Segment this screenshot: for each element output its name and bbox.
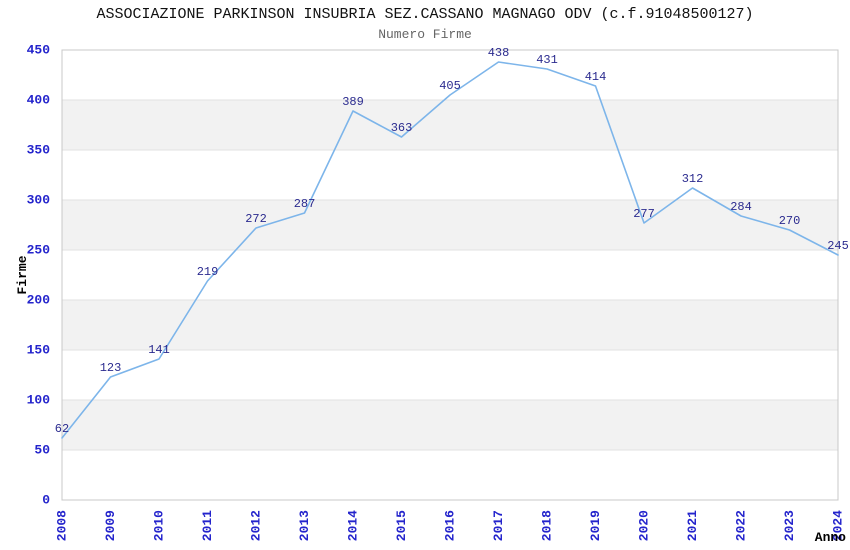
plot-band <box>62 150 838 200</box>
x-tick-label: 2016 <box>443 510 458 541</box>
x-tick-label: 2010 <box>152 510 167 541</box>
x-tick-label: 2017 <box>491 510 506 541</box>
x-axis-title: Anno <box>815 530 846 545</box>
point-label: 219 <box>197 265 219 279</box>
x-tick-label: 2019 <box>588 510 603 541</box>
plot-band <box>62 450 838 500</box>
point-label: 389 <box>342 95 364 109</box>
y-tick-label: 450 <box>27 43 51 58</box>
y-tick-label: 200 <box>27 293 51 308</box>
chart-subtitle: Numero Firme <box>378 27 472 42</box>
y-tick-label: 50 <box>34 443 50 458</box>
x-tick-label: 2012 <box>249 510 264 541</box>
point-label: 272 <box>245 212 267 226</box>
x-tick-label: 2024 <box>831 510 846 541</box>
y-tick-label: 100 <box>27 393 51 408</box>
plot-band <box>62 100 838 150</box>
point-label: 312 <box>682 172 704 186</box>
point-label: 277 <box>633 207 655 221</box>
data-line <box>61 61 839 439</box>
point-label: 141 <box>148 343 170 357</box>
point-label: 245 <box>827 239 849 253</box>
plot-band <box>62 300 838 350</box>
x-tick-label: 2011 <box>200 510 215 541</box>
y-tick-label: 400 <box>27 93 51 108</box>
y-tick-label: 0 <box>42 493 50 508</box>
plot-band <box>62 50 838 100</box>
y-tick-label: 300 <box>27 193 51 208</box>
plot-band <box>62 350 838 400</box>
x-tick-label: 2008 <box>55 510 70 541</box>
point-label: 284 <box>730 200 752 214</box>
point-label: 270 <box>779 214 801 228</box>
plot-band <box>62 400 838 450</box>
x-tick-label: 2015 <box>394 510 409 541</box>
plot-band <box>62 200 838 250</box>
x-tick-label: 2014 <box>346 510 361 541</box>
x-tick-label: 2020 <box>637 510 652 541</box>
chart-title: ASSOCIAZIONE PARKINSON INSUBRIA SEZ.CASS… <box>96 6 754 23</box>
point-label: 363 <box>391 121 413 135</box>
y-tick-label: 250 <box>27 243 51 258</box>
x-tick-label: 2018 <box>540 510 555 541</box>
plot-frame <box>61 49 839 501</box>
x-tick-label: 2013 <box>297 510 312 541</box>
plot-band <box>62 250 838 300</box>
point-label: 287 <box>294 197 316 211</box>
point-label: 431 <box>536 53 558 67</box>
point-label: 123 <box>100 361 122 375</box>
point-label: 405 <box>439 79 461 93</box>
x-tick-label: 2021 <box>685 510 700 541</box>
point-label: 414 <box>585 70 607 84</box>
point-label: 62 <box>55 422 69 436</box>
point-label: 438 <box>488 46 510 60</box>
y-tick-label: 350 <box>27 143 51 158</box>
y-axis-title: Firme <box>15 255 30 294</box>
x-tick-label: 2022 <box>734 510 749 541</box>
y-tick-label: 150 <box>27 343 51 358</box>
x-tick-label: 2023 <box>782 510 797 541</box>
x-tick-label: 2009 <box>103 510 118 541</box>
